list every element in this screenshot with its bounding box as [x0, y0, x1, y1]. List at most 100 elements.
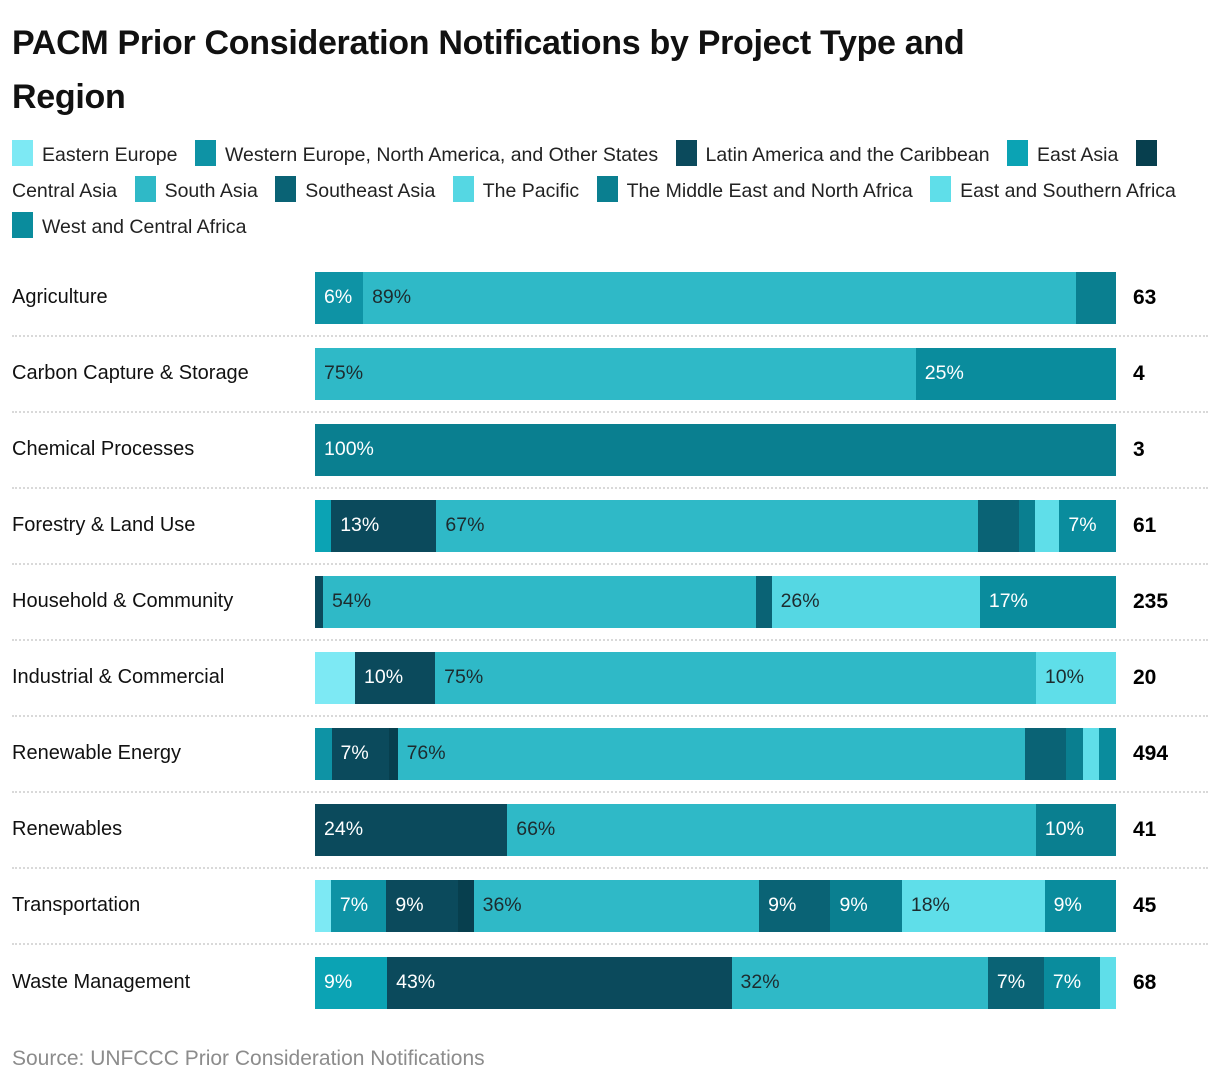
segment-percent-label: 18% [910, 894, 950, 917]
segment-percent-label: 9% [395, 894, 424, 917]
legend-swatch-west-central-africa [12, 211, 33, 238]
bar-segment-central-asia [389, 727, 398, 780]
chart-title: PACM Prior Consideration Notifications b… [12, 24, 965, 117]
segment-percent-label: 6% [324, 286, 353, 309]
row-label: Agriculture [12, 286, 108, 309]
bar-segment-west-central-africa: 17% [979, 575, 1116, 628]
bar-segment-south-asia: 67% [436, 499, 979, 552]
bar-segment-east-southern-africa [1099, 956, 1116, 1009]
stacked-bar: 7% 9% 36% 9% 9% 18% 9% [315, 879, 1116, 932]
table-row: Agriculture 6% 89% 63 [12, 261, 1208, 337]
bar-segment-middle-east-north-africa [1018, 499, 1036, 552]
bar-segment-eastern-europe [315, 879, 331, 932]
row-label: Forestry & Land Use [12, 514, 196, 537]
segment-percent-label: 67% [445, 514, 485, 537]
table-row: Renewable Energy 7% 76% 494 [12, 717, 1208, 793]
segment-percent-label: 17% [988, 590, 1028, 613]
legend-label: Southeast Asia [305, 179, 436, 202]
segment-percent-label: 7% [1052, 971, 1082, 994]
legend-item-eastern-europe: Eastern Europe [12, 139, 178, 166]
segment-percent-label: 7% [1068, 514, 1097, 537]
bar-segment-latin-america-caribbean: 9% [386, 879, 458, 932]
legend-label: Eastern Europe [42, 143, 178, 166]
bar-segment-east-southern-africa: 10% [1035, 651, 1116, 704]
segment-percent-label: 10% [364, 666, 404, 689]
row-total: 68 [1133, 970, 1157, 994]
source-note: Source: UNFCCC Prior Consideration Notif… [12, 1046, 485, 1070]
stacked-bar: 13% 67% 7% [315, 499, 1116, 552]
legend-item-west-central-africa: West and Central Africa [12, 211, 247, 238]
bar-segment-southeast-asia [978, 499, 1019, 552]
row-label: Waste Management [12, 971, 191, 994]
table-row: Waste Management 9% 43% 32% 7% 7% 68 [12, 945, 1208, 1021]
bar-segment-south-asia: 75% [315, 347, 916, 400]
bar-segment-south-asia: 66% [507, 803, 1036, 856]
legend-label: Western Europe, North America, and Other… [224, 143, 659, 166]
bar-segment-middle-east-north-africa: 9% [830, 879, 902, 932]
row-total: 235 [1133, 589, 1169, 613]
bar-segment-east-asia [315, 499, 332, 552]
legend-item-south-asia: South Asia [134, 175, 258, 202]
legend-swatch-pacific [452, 175, 474, 202]
stacked-bar: 75% 25% [315, 347, 1116, 400]
row-label: Carbon Capture & Storage [12, 362, 249, 385]
row-label: Industrial & Commercial [12, 666, 225, 689]
legend-swatch-middle-east-north-africa [596, 175, 618, 202]
bar-segment-middle-east-north-africa [1066, 727, 1083, 780]
stacked-bar: 24% 66% 10% [315, 803, 1116, 856]
bar-segment-middle-east-north-africa: 100% [315, 423, 1116, 476]
segment-percent-label: 75% [444, 666, 484, 689]
bar-segment-central-asia [457, 879, 474, 932]
segment-percent-label: 66% [516, 818, 556, 841]
legend-item-southeast-asia: Southeast Asia [275, 175, 436, 202]
row-total: 61 [1133, 513, 1157, 537]
legend-item-middle-east-north-africa: The Middle East and North Africa [596, 175, 913, 202]
bar-segment-east-asia: 9% [315, 956, 388, 1009]
table-row: Industrial & Commercial 10% 75% 10% 20 [12, 641, 1208, 717]
segment-percent-label: 7% [996, 971, 1026, 994]
segment-percent-label: 54% [332, 590, 372, 613]
segment-percent-label: 9% [768, 894, 797, 917]
bar-segment-east-southern-africa [1035, 499, 1060, 552]
bar-segment-latin-america-caribbean: 43% [387, 956, 732, 1009]
legend-item-western-europe-na-other: Western Europe, North America, and Other… [194, 139, 659, 166]
bar-segment-eastern-europe [315, 651, 356, 704]
bar-segment-south-asia: 32% [731, 956, 988, 1009]
legend-label: East Asia [1037, 143, 1119, 166]
legend-label: West and Central Africa [42, 215, 247, 238]
bar-segment-south-asia: 36% [473, 879, 760, 932]
bar-segment-middle-east-north-africa: 10% [1035, 803, 1116, 856]
row-total: 4 [1133, 361, 1145, 385]
legend-swatch-eastern-europe [12, 139, 33, 166]
legend-swatch-western-europe-na-other [194, 139, 216, 166]
legend-swatch-central-asia [1135, 139, 1157, 166]
table-row: Household & Community 54% 26% 17% 235 [12, 565, 1208, 641]
segment-percent-label: 9% [1053, 894, 1082, 917]
segment-percent-label: 10% [1044, 818, 1084, 841]
bar-segment-southeast-asia [755, 575, 772, 628]
bar-segment-west-central-africa: 7% [1043, 956, 1100, 1009]
bar-segment-southeast-asia: 7% [987, 956, 1044, 1009]
segment-percent-label: 89% [372, 286, 412, 309]
bar-segment-south-asia: 89% [363, 271, 1076, 324]
segment-percent-label: 32% [740, 971, 780, 994]
bar-segment-west-central-africa: 25% [915, 347, 1116, 400]
bar-segment-middle-east-north-africa [1075, 271, 1116, 324]
table-row: Transportation 7% 9% 36% 9% 9% 18% 9% 45 [12, 869, 1208, 945]
bar-segment-west-central-africa [1099, 727, 1116, 780]
stacked-bar: 54% 26% 17% [315, 575, 1116, 628]
segment-percent-label: 9% [839, 894, 868, 917]
bar-segment-south-asia: 76% [397, 727, 1026, 780]
row-total: 20 [1133, 665, 1157, 689]
legend-swatch-southeast-asia [275, 175, 297, 202]
stacked-bar: 9% 43% 32% 7% 7% [315, 956, 1116, 1009]
legend-item-pacific: The Pacific [452, 175, 579, 202]
bar-segment-western-europe-na-other: 7% [330, 879, 387, 932]
legend: Eastern Europe Western Europe, North Ame… [12, 137, 1202, 245]
bar-segment-pacific: 26% [771, 575, 980, 628]
segment-percent-label: 25% [924, 362, 964, 385]
row-label: Renewables [12, 818, 123, 841]
stacked-bar: 10% 75% 10% [315, 651, 1116, 704]
row-label: Renewable Energy [12, 742, 181, 765]
